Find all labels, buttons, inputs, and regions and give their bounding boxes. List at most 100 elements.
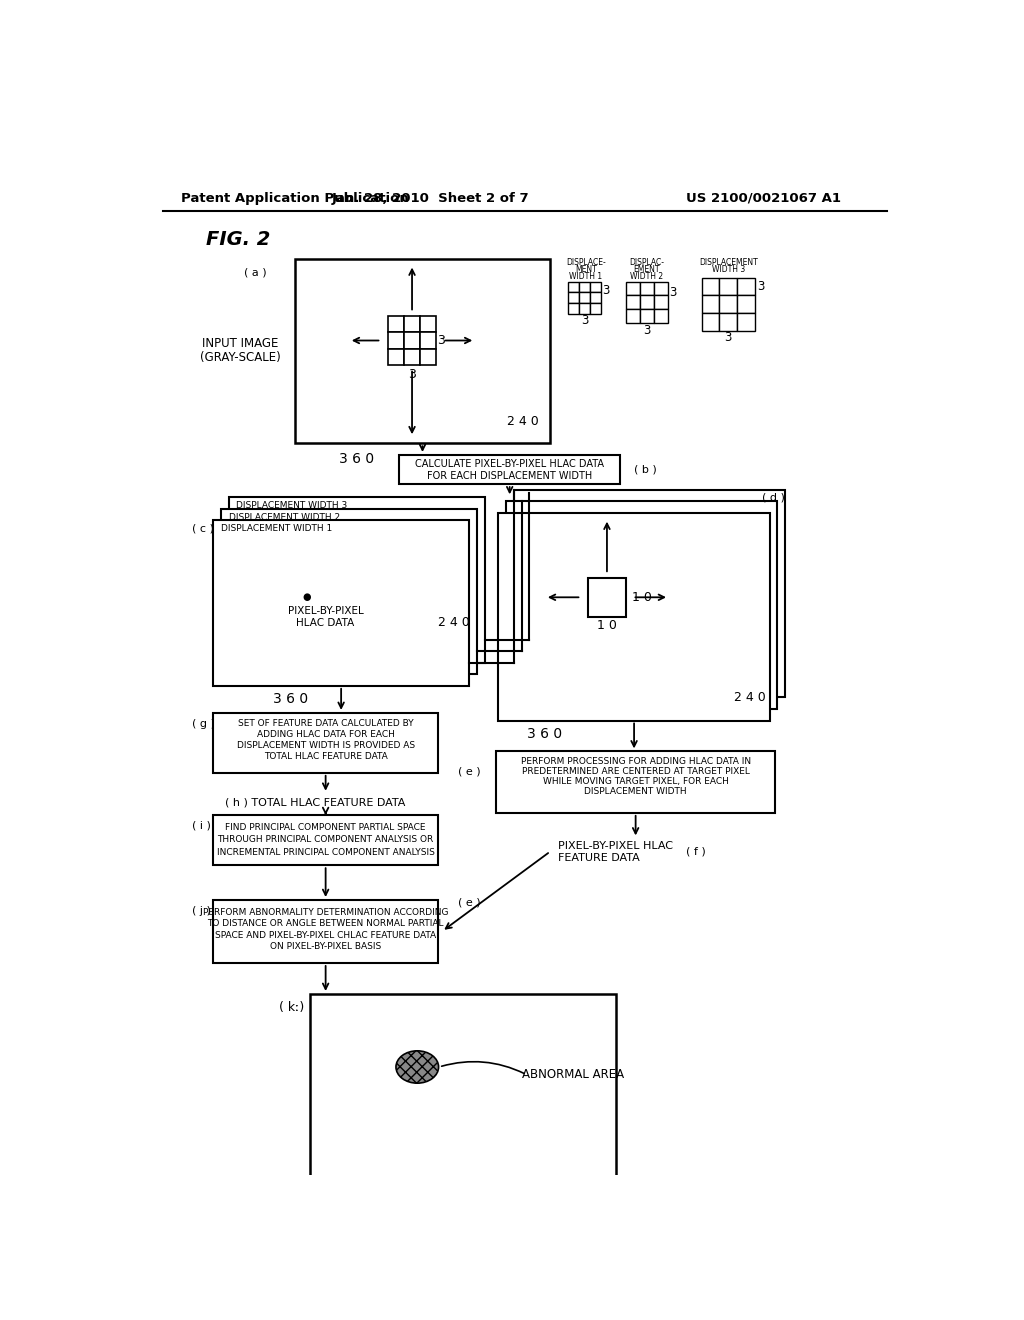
Text: HLAC DATA: HLAC DATA: [297, 618, 354, 628]
Bar: [213, 520, 469, 686]
Text: DISPLACEMENT WIDTH: DISPLACEMENT WIDTH: [585, 787, 687, 796]
Bar: [590, 304, 601, 314]
Bar: [719, 277, 737, 296]
Text: US 2100/0021067 A1: US 2100/0021067 A1: [686, 191, 841, 205]
Text: SET OF FEATURE DATA CALCULATED BY: SET OF FEATURE DATA CALCULATED BY: [238, 719, 414, 729]
Bar: [737, 313, 755, 331]
Text: PREDETERMINED ARE CENTERED AT TARGET PIXEL: PREDETERMINED ARE CENTERED AT TARGET PIX…: [521, 767, 750, 776]
Text: FOR EACH DISPLACEMENT WIDTH: FOR EACH DISPLACEMENT WIDTH: [427, 471, 592, 480]
Text: ●: ●: [302, 593, 310, 602]
Bar: [496, 751, 775, 813]
Text: DISPLACEMENT WIDTH IS PROVIDED AS: DISPLACEMENT WIDTH IS PROVIDED AS: [237, 741, 415, 750]
Text: INPUT IMAGE: INPUT IMAGE: [202, 337, 279, 350]
Text: ADDING HLAC DATA FOR EACH: ADDING HLAC DATA FOR EACH: [257, 730, 394, 739]
Text: ( e ): ( e ): [458, 898, 480, 907]
Bar: [640, 309, 654, 323]
Bar: [590, 293, 601, 304]
Text: WHILE MOVING TARGET PIXEL, FOR EACH: WHILE MOVING TARGET PIXEL, FOR EACH: [543, 777, 728, 785]
Text: 3 6 0: 3 6 0: [339, 451, 374, 466]
Text: EMENT: EMENT: [633, 265, 659, 273]
Bar: [579, 304, 590, 314]
Bar: [568, 293, 579, 304]
Text: 2 4 0: 2 4 0: [507, 416, 539, 428]
Text: THROUGH PRINCIPAL COMPONENT ANALYSIS OR: THROUGH PRINCIPAL COMPONENT ANALYSIS OR: [217, 836, 434, 845]
Text: PERFORM PROCESSING FOR ADDING HLAC DATA IN: PERFORM PROCESSING FOR ADDING HLAC DATA …: [520, 756, 751, 766]
Text: 3 6 0: 3 6 0: [527, 726, 562, 741]
Text: DISPLACEMENT WIDTH 1: DISPLACEMENT WIDTH 1: [221, 524, 332, 533]
Bar: [640, 281, 654, 296]
Text: 3 6 0: 3 6 0: [273, 692, 308, 706]
Text: 2 4 0: 2 4 0: [734, 690, 766, 704]
Text: ABNORMAL AREA: ABNORMAL AREA: [522, 1068, 625, 1081]
Bar: [403, 333, 420, 348]
Bar: [228, 498, 484, 663]
Bar: [701, 277, 719, 296]
Bar: [654, 296, 669, 309]
Text: CALCULATE PIXEL-BY-PIXEL HLAC DATA: CALCULATE PIXEL-BY-PIXEL HLAC DATA: [415, 459, 604, 469]
Text: DISPLACEMENT WIDTH 3: DISPLACEMENT WIDTH 3: [237, 502, 348, 510]
Text: ON PIXEL-BY-PIXEL BASIS: ON PIXEL-BY-PIXEL BASIS: [270, 942, 381, 952]
Bar: [213, 713, 438, 774]
Bar: [221, 508, 477, 675]
Bar: [654, 309, 669, 323]
Text: DISPLACEMENT WIDTH 2: DISPLACEMENT WIDTH 2: [228, 512, 340, 521]
Bar: [579, 293, 590, 304]
Bar: [420, 333, 436, 348]
Bar: [590, 281, 601, 293]
Bar: [719, 296, 737, 313]
Text: PIXEL-BY-PIXEL: PIXEL-BY-PIXEL: [288, 606, 364, 616]
Text: ( kː): ( kː): [280, 1001, 304, 1014]
Text: DISPLACE-: DISPLACE-: [566, 257, 606, 267]
Text: MENT: MENT: [575, 265, 597, 273]
Text: ( j ): ( j ): [191, 906, 210, 916]
Text: ( b ): ( b ): [634, 465, 656, 474]
Text: ( c ): ( c ): [191, 524, 213, 533]
Text: ( f ): ( f ): [686, 846, 706, 857]
Text: 3: 3: [669, 286, 677, 298]
Bar: [310, 994, 616, 1187]
Bar: [506, 502, 777, 709]
Text: 3: 3: [437, 334, 445, 347]
Bar: [568, 304, 579, 314]
Bar: [654, 281, 669, 296]
Bar: [420, 317, 436, 333]
Text: (GRAY-SCALE): (GRAY-SCALE): [200, 351, 281, 363]
Text: WIDTH 1: WIDTH 1: [569, 272, 602, 281]
Text: 3: 3: [602, 284, 609, 297]
Bar: [213, 900, 438, 964]
Bar: [568, 281, 579, 293]
Text: 3: 3: [757, 280, 764, 293]
Bar: [499, 512, 770, 721]
Bar: [737, 296, 755, 313]
Text: ( d ): ( d ): [762, 492, 784, 502]
Bar: [719, 313, 737, 331]
Bar: [514, 490, 785, 697]
Bar: [627, 309, 640, 323]
Ellipse shape: [396, 1051, 438, 1084]
Bar: [701, 313, 719, 331]
Text: TO DISTANCE OR ANGLE BETWEEN NORMAL PARTIAL: TO DISTANCE OR ANGLE BETWEEN NORMAL PART…: [208, 919, 443, 928]
Bar: [213, 816, 438, 866]
Bar: [640, 296, 654, 309]
Bar: [295, 259, 550, 444]
Text: 3: 3: [581, 314, 588, 327]
Bar: [627, 281, 640, 296]
Text: ( i ): ( i ): [191, 821, 210, 832]
Text: SPACE AND PIXEL-BY-PIXEL CHLAC FEATURE DATA: SPACE AND PIXEL-BY-PIXEL CHLAC FEATURE D…: [215, 931, 436, 940]
Text: PERFORM ABNORMALITY DETERMINATION ACCORDING: PERFORM ABNORMALITY DETERMINATION ACCORD…: [203, 908, 449, 916]
Bar: [388, 317, 403, 333]
Bar: [579, 281, 590, 293]
Text: 3: 3: [643, 323, 651, 337]
Text: 1 0: 1 0: [632, 591, 651, 603]
Text: ( g ): ( g ): [191, 718, 214, 729]
Text: FIG. 2: FIG. 2: [206, 230, 270, 248]
Text: 3: 3: [409, 368, 416, 381]
Text: DISPLACEMENT: DISPLACEMENT: [699, 257, 758, 267]
Text: INCREMENTAL PRINCIPAL COMPONENT ANALYSIS: INCREMENTAL PRINCIPAL COMPONENT ANALYSIS: [217, 847, 434, 857]
Bar: [420, 348, 436, 364]
Text: 2 4 0: 2 4 0: [437, 616, 469, 630]
Bar: [737, 277, 755, 296]
Text: FIND PRINCIPAL COMPONENT PARTIAL SPACE: FIND PRINCIPAL COMPONENT PARTIAL SPACE: [225, 824, 426, 832]
Text: ( e ): ( e ): [458, 767, 480, 776]
Text: WIDTH 3: WIDTH 3: [712, 265, 745, 273]
